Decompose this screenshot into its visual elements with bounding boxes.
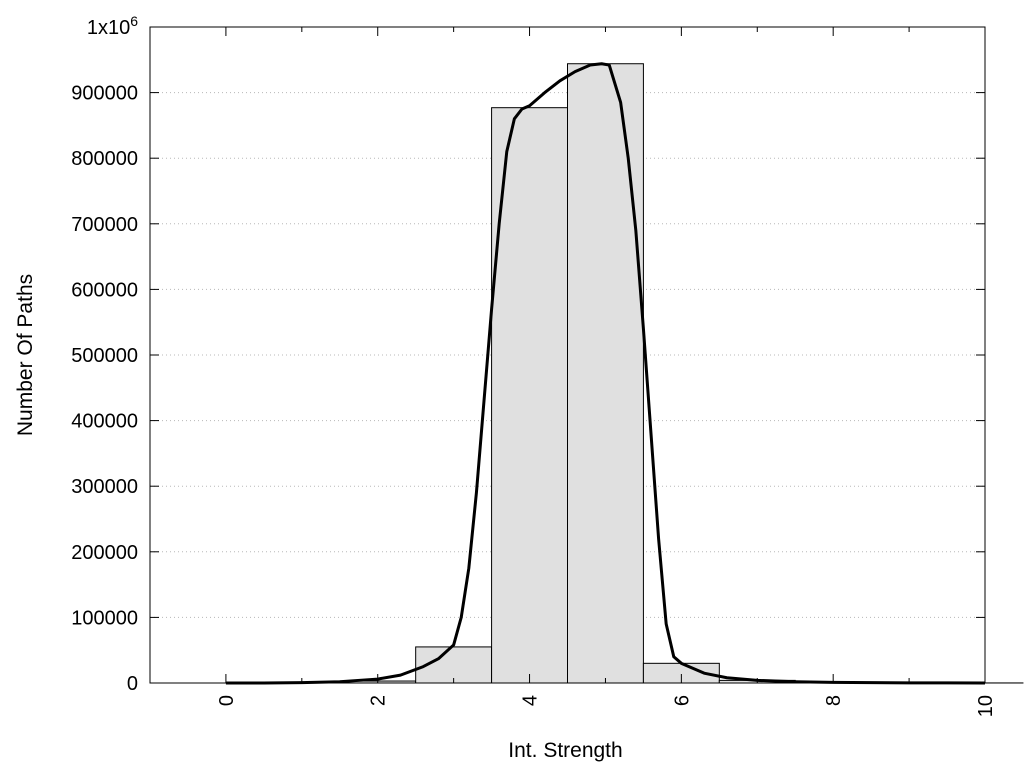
y-tick-label: 0 [127, 673, 138, 695]
y-axis-title: Number Of Paths [14, 274, 37, 436]
y-tick-label: 300000 [71, 476, 138, 498]
y-tick-label: 400000 [71, 411, 138, 433]
fit-curve [225, 62, 986, 685]
y-tick-label: 700000 [71, 214, 138, 236]
y-tick-label: 800000 [71, 148, 138, 170]
y-tick-label: 600000 [71, 279, 138, 301]
x-tick-label: 2 [368, 695, 390, 706]
x-tick-label: 10 [975, 695, 997, 717]
y-axis-ticks: 0 100000 200000 300000 400000 500000 600000 700… [71, 26, 985, 695]
x-tick-label: 6 [671, 695, 693, 706]
y-tick-label: 900000 [71, 83, 138, 105]
y-tick-label: 100000 [71, 607, 138, 629]
histogram-bars [263, 63, 1024, 684]
x-tick-label: 0 [216, 695, 238, 706]
y-top-exponent: 6 [130, 13, 138, 29]
y-tick-label: 500000 [71, 345, 138, 367]
y-tick-label: 200000 [71, 542, 138, 564]
x-axis-title: Int. Strength [508, 739, 622, 762]
histogram-bar [567, 63, 644, 684]
y-top-base: 1x10 [87, 17, 130, 39]
x-tick-label: 8 [823, 695, 845, 706]
x-tick-label: 4 [520, 695, 542, 706]
fit-curve-layer [225, 62, 986, 685]
x-axis-ticks: 0 2 4 6 8 10 [216, 27, 997, 717]
y-top-tick-label: 1x106 [87, 13, 138, 39]
